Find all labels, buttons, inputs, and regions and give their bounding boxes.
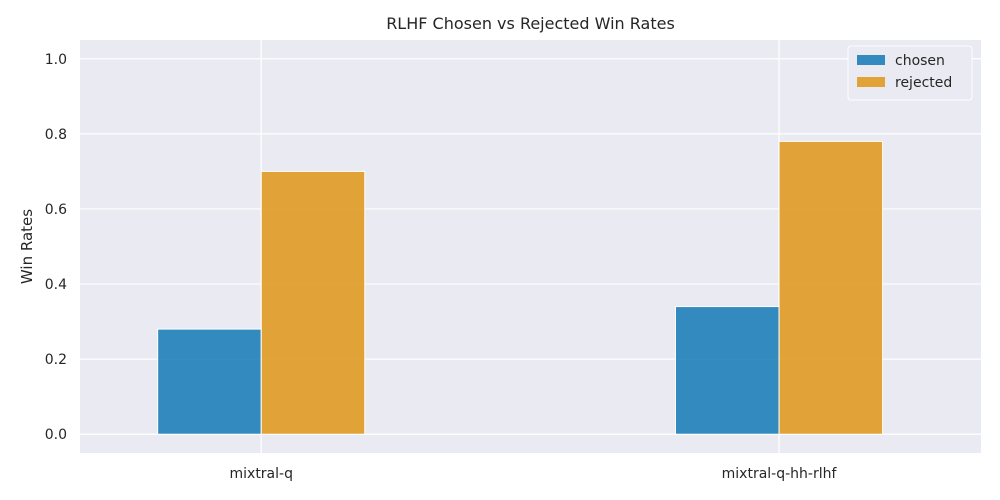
bar-chosen-mixtral-q-hh-rlhf[interactable] xyxy=(674,306,780,435)
y-axis-title: Win Rates xyxy=(18,209,36,284)
x-tick-labels: mixtral-q mixtral-q-hh-rlhf xyxy=(230,466,838,482)
bar-rejected-mixtral-q[interactable] xyxy=(260,170,366,435)
legend-label-chosen: chosen xyxy=(895,53,945,69)
y-tick-label: 0.2 xyxy=(45,352,67,368)
legend-swatch-rejected xyxy=(857,77,885,87)
bars xyxy=(157,140,884,435)
legend-swatch-chosen xyxy=(857,55,885,65)
y-tick-label: 0.0 xyxy=(45,427,67,443)
x-tick-label: mixtral-q-hh-rlhf xyxy=(722,466,838,482)
legend-label-rejected: rejected xyxy=(895,75,952,91)
y-tick-label: 0.4 xyxy=(45,277,67,293)
y-tick-label: 1.0 xyxy=(45,52,67,68)
y-tick-label: 0.8 xyxy=(45,127,67,143)
bar-chosen-mixtral-q[interactable] xyxy=(157,328,262,435)
chart-title: RLHF Chosen vs Rejected Win Rates xyxy=(386,14,675,33)
x-tick-label: mixtral-q xyxy=(230,466,293,482)
y-tick-labels: 0.0 0.2 0.4 0.6 0.8 1.0 xyxy=(45,52,67,443)
y-tick-label: 0.6 xyxy=(45,202,67,218)
bar-rejected-mixtral-q-hh-rlhf[interactable] xyxy=(778,140,884,435)
legend[interactable]: chosen rejected xyxy=(847,45,973,101)
